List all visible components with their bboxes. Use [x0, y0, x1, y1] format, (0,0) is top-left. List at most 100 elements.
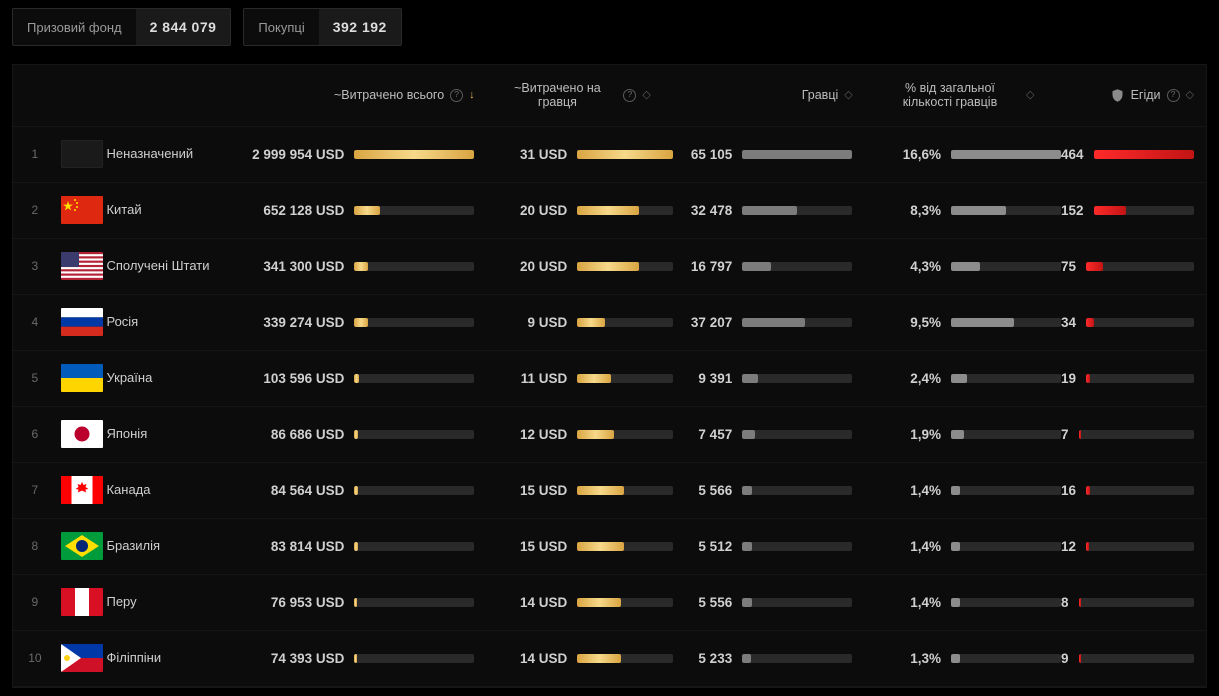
country-name: Китай: [106, 202, 215, 218]
rank-cell: 6: [13, 427, 57, 441]
table-row[interactable]: 1Неназначений2 999 954 USD31 USD65 10516…: [13, 127, 1206, 183]
help-icon[interactable]: ?: [1167, 89, 1180, 102]
col-aegis[interactable]: Егіди ? ◇: [1062, 88, 1206, 103]
col-players[interactable]: Гравці ◇: [674, 88, 853, 102]
table-row[interactable]: 9Перу76 953 USD14 USD5 5561,4%8: [13, 575, 1206, 631]
help-icon[interactable]: ?: [623, 89, 636, 102]
aegis-icon: [1110, 88, 1125, 103]
percent-cell: 8,3%: [852, 203, 1061, 218]
table-row[interactable]: 5 Україна103 596 USD11 USD9 3912,4%19: [13, 351, 1206, 407]
buyers-value: 392 192: [319, 9, 401, 45]
buyers-chip[interactable]: Покупці 392 192: [243, 8, 401, 46]
per-player-cell: 9 USD: [474, 315, 673, 330]
prize-pool-label: Призовий фонд: [13, 10, 136, 45]
spent-cell: 2 999 954 USD: [216, 147, 475, 162]
percent-cell: 9,5%: [852, 315, 1061, 330]
country-name: Бразилія: [106, 538, 215, 554]
rank-cell: 9: [13, 595, 57, 609]
per-player-cell: 15 USD: [474, 483, 673, 498]
rank-cell: 5: [13, 371, 57, 385]
country-name: Україна: [106, 370, 215, 386]
col-per-player[interactable]: ~Витрачено на гравця ? ◇: [475, 81, 674, 110]
players-cell: 5 556: [673, 595, 852, 610]
spent-cell: 341 300 USD: [216, 259, 475, 274]
country-name: Канада: [106, 482, 215, 498]
prize-pool-chip[interactable]: Призовий фонд 2 844 079: [12, 8, 231, 46]
players-cell: 9 391: [673, 371, 852, 386]
players-cell: 7 457: [673, 427, 852, 442]
aegis-cell: 34: [1061, 315, 1206, 330]
buyers-label: Покупці: [244, 10, 318, 45]
rank-cell: 1: [13, 147, 57, 161]
percent-cell: 2,4%: [852, 371, 1061, 386]
players-cell: 37 207: [673, 315, 852, 330]
players-cell: 65 105: [673, 147, 852, 162]
aegis-cell: 464: [1061, 147, 1206, 162]
per-player-cell: 14 USD: [474, 651, 673, 666]
table-row[interactable]: 8Бразилія83 814 USD15 USD5 5121,4%12: [13, 519, 1206, 575]
summary-stats: Призовий фонд 2 844 079 Покупці 392 192: [12, 8, 1207, 46]
spent-cell: 76 953 USD: [216, 595, 475, 610]
players-cell: 32 478: [673, 203, 852, 218]
per-player-cell: 11 USD: [474, 371, 673, 386]
country-name: Росія: [106, 314, 215, 330]
country-name: Неназначений: [106, 146, 215, 162]
players-cell: 16 797: [673, 259, 852, 274]
spent-cell: 86 686 USD: [216, 427, 475, 442]
sort-icon: ◇: [642, 90, 650, 101]
spent-cell: 83 814 USD: [216, 539, 475, 554]
table-row[interactable]: 10Філіппіни74 393 USD14 USD5 2331,3%9: [13, 631, 1206, 687]
aegis-cell: 19: [1061, 371, 1206, 386]
percent-cell: 1,3%: [852, 651, 1061, 666]
col-aegis-label: Егіди: [1131, 88, 1161, 102]
spent-cell: 74 393 USD: [216, 651, 475, 666]
spent-cell: 339 274 USD: [216, 315, 475, 330]
flag-cell: [57, 308, 107, 336]
rank-cell: 4: [13, 315, 57, 329]
table-row[interactable]: 4 Росія339 274 USD9 USD37 2079,5%34: [13, 295, 1206, 351]
per-player-cell: 12 USD: [474, 427, 673, 442]
table-row[interactable]: 3Сполучені Штати341 300 USD20 USD16 7974…: [13, 239, 1206, 295]
help-icon[interactable]: ?: [450, 89, 463, 102]
prize-pool-value: 2 844 079: [136, 9, 231, 45]
spent-cell: 84 564 USD: [216, 483, 475, 498]
table-header: ~Витрачено всього ? ↓ ~Витрачено на грав…: [13, 65, 1206, 127]
sort-icon: ◇: [1186, 90, 1194, 101]
flag-cell: [57, 476, 107, 504]
players-cell: 5 566: [673, 483, 852, 498]
spent-cell: 103 596 USD: [216, 371, 475, 386]
flag-cell: [57, 644, 107, 672]
flag-cell: [57, 420, 107, 448]
flag-cell: [57, 140, 107, 168]
aegis-cell: 8: [1061, 595, 1206, 610]
aegis-cell: 12: [1061, 539, 1206, 554]
aegis-cell: 16: [1061, 483, 1206, 498]
col-percent-label: % від загальної кількості гравців: [880, 81, 1020, 110]
per-player-cell: 14 USD: [474, 595, 673, 610]
countries-table: ~Витрачено всього ? ↓ ~Витрачено на грав…: [12, 64, 1207, 688]
percent-cell: 16,6%: [852, 147, 1061, 162]
table-row[interactable]: 6Японія86 686 USD12 USD7 4571,9%7: [13, 407, 1206, 463]
table-row[interactable]: 2Китай652 128 USD20 USD32 4788,3%152: [13, 183, 1206, 239]
rank-cell: 3: [13, 259, 57, 273]
country-name: Японія: [106, 426, 215, 442]
col-spent-label: ~Витрачено всього: [334, 88, 444, 102]
percent-cell: 1,4%: [852, 483, 1061, 498]
players-cell: 5 512: [673, 539, 852, 554]
sort-icon: ◇: [844, 90, 852, 101]
rank-cell: 8: [13, 539, 57, 553]
rank-cell: 2: [13, 203, 57, 217]
players-cell: 5 233: [673, 651, 852, 666]
table-row[interactable]: 7Канада84 564 USD15 USD5 5661,4%16: [13, 463, 1206, 519]
country-name: Філіппіни: [106, 650, 215, 666]
percent-cell: 1,9%: [852, 427, 1061, 442]
aegis-cell: 75: [1061, 259, 1206, 274]
per-player-cell: 15 USD: [474, 539, 673, 554]
col-percent[interactable]: % від загальної кількості гравців ◇: [853, 81, 1062, 110]
percent-cell: 4,3%: [852, 259, 1061, 274]
per-player-cell: 20 USD: [474, 203, 673, 218]
flag-cell: [57, 588, 107, 616]
flag-cell: [57, 532, 107, 560]
col-spent[interactable]: ~Витрачено всього ? ↓: [216, 88, 475, 102]
spent-cell: 652 128 USD: [216, 203, 475, 218]
